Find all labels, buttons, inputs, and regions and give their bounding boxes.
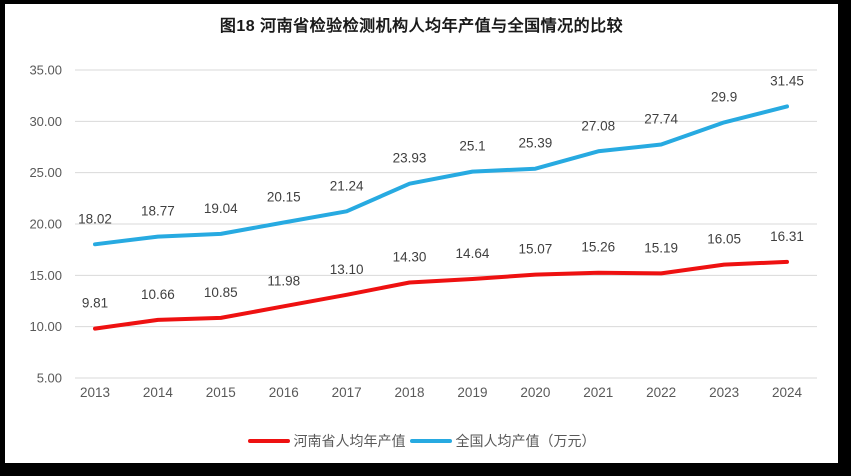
data-label: 11.98 xyxy=(267,273,300,288)
data-label: 20.15 xyxy=(267,189,301,204)
data-label: 14.30 xyxy=(393,250,427,265)
data-label: 31.45 xyxy=(770,73,804,88)
data-label: 10.66 xyxy=(141,287,175,302)
y-axis-tick-label: 15.00 xyxy=(29,268,62,283)
x-axis-tick-label: 2013 xyxy=(80,385,110,400)
chart-legend: 河南省人均年产值 全国人均产值（万元） xyxy=(5,431,838,451)
x-axis-tick-label: 2022 xyxy=(646,385,676,400)
data-label: 27.74 xyxy=(644,112,678,127)
y-axis-tick-label: 5.00 xyxy=(37,371,62,386)
x-axis-tick-label: 2016 xyxy=(269,385,299,400)
legend-item-henan: 河南省人均年产值 xyxy=(247,431,406,451)
data-label: 25.1 xyxy=(459,139,485,154)
legend-label-national: 全国人均产值（万元） xyxy=(455,433,596,449)
data-label: 23.93 xyxy=(393,151,427,166)
y-axis-tick-label: 10.00 xyxy=(29,319,62,334)
x-axis-tick-label: 2023 xyxy=(709,385,739,400)
y-axis-tick-label: 20.00 xyxy=(29,217,62,232)
data-label: 15.26 xyxy=(581,240,615,255)
data-label: 27.08 xyxy=(581,118,615,133)
data-label: 18.02 xyxy=(78,211,112,226)
series-line-全国人均产值（万元） xyxy=(93,104,789,247)
legend-swatch-henan xyxy=(247,439,290,443)
legend-swatch-national xyxy=(409,439,452,443)
data-label: 19.04 xyxy=(204,201,238,216)
x-axis-tick-label: 2019 xyxy=(457,385,487,400)
x-axis-tick-label: 2021 xyxy=(583,385,613,400)
data-label: 13.10 xyxy=(330,262,364,277)
data-label: 21.24 xyxy=(330,178,364,193)
x-axis-tick-label: 2017 xyxy=(332,385,362,400)
y-axis-tick-label: 35.00 xyxy=(29,63,62,78)
chart-title: 图18 河南省检验检测机构人均年产值与全国情况的比较 xyxy=(219,18,624,35)
x-axis-tick-label: 2024 xyxy=(772,385,803,400)
y-axis-tick-label: 30.00 xyxy=(29,114,62,129)
x-axis-tick-label: 2015 xyxy=(206,385,236,400)
legend-label-henan: 河南省人均年产值 xyxy=(293,433,406,449)
data-label: 16.05 xyxy=(707,232,741,247)
data-label: 25.39 xyxy=(518,136,552,151)
y-axis-tick-label: 25.00 xyxy=(29,165,62,180)
data-label: 29.9 xyxy=(711,89,737,104)
series-line-河南省人均年产值 xyxy=(93,259,789,331)
data-label: 15.07 xyxy=(518,242,552,257)
data-label: 16.31 xyxy=(770,229,804,244)
data-label: 10.85 xyxy=(204,285,238,300)
data-label: 14.64 xyxy=(456,246,490,261)
data-label: 9.81 xyxy=(82,296,108,311)
legend-item-national: 全国人均产值（万元） xyxy=(409,431,596,451)
data-label: 18.77 xyxy=(141,204,175,219)
x-axis-tick-label: 2018 xyxy=(395,385,425,400)
data-label: 15.19 xyxy=(644,240,678,255)
x-axis-tick-label: 2020 xyxy=(520,385,550,400)
line-chart-plot-area: 35.00 30.00 25.00 20.00 15.00 10.00 5.00 2013 20… xyxy=(29,63,817,400)
x-axis-tick-label: 2014 xyxy=(143,385,174,400)
